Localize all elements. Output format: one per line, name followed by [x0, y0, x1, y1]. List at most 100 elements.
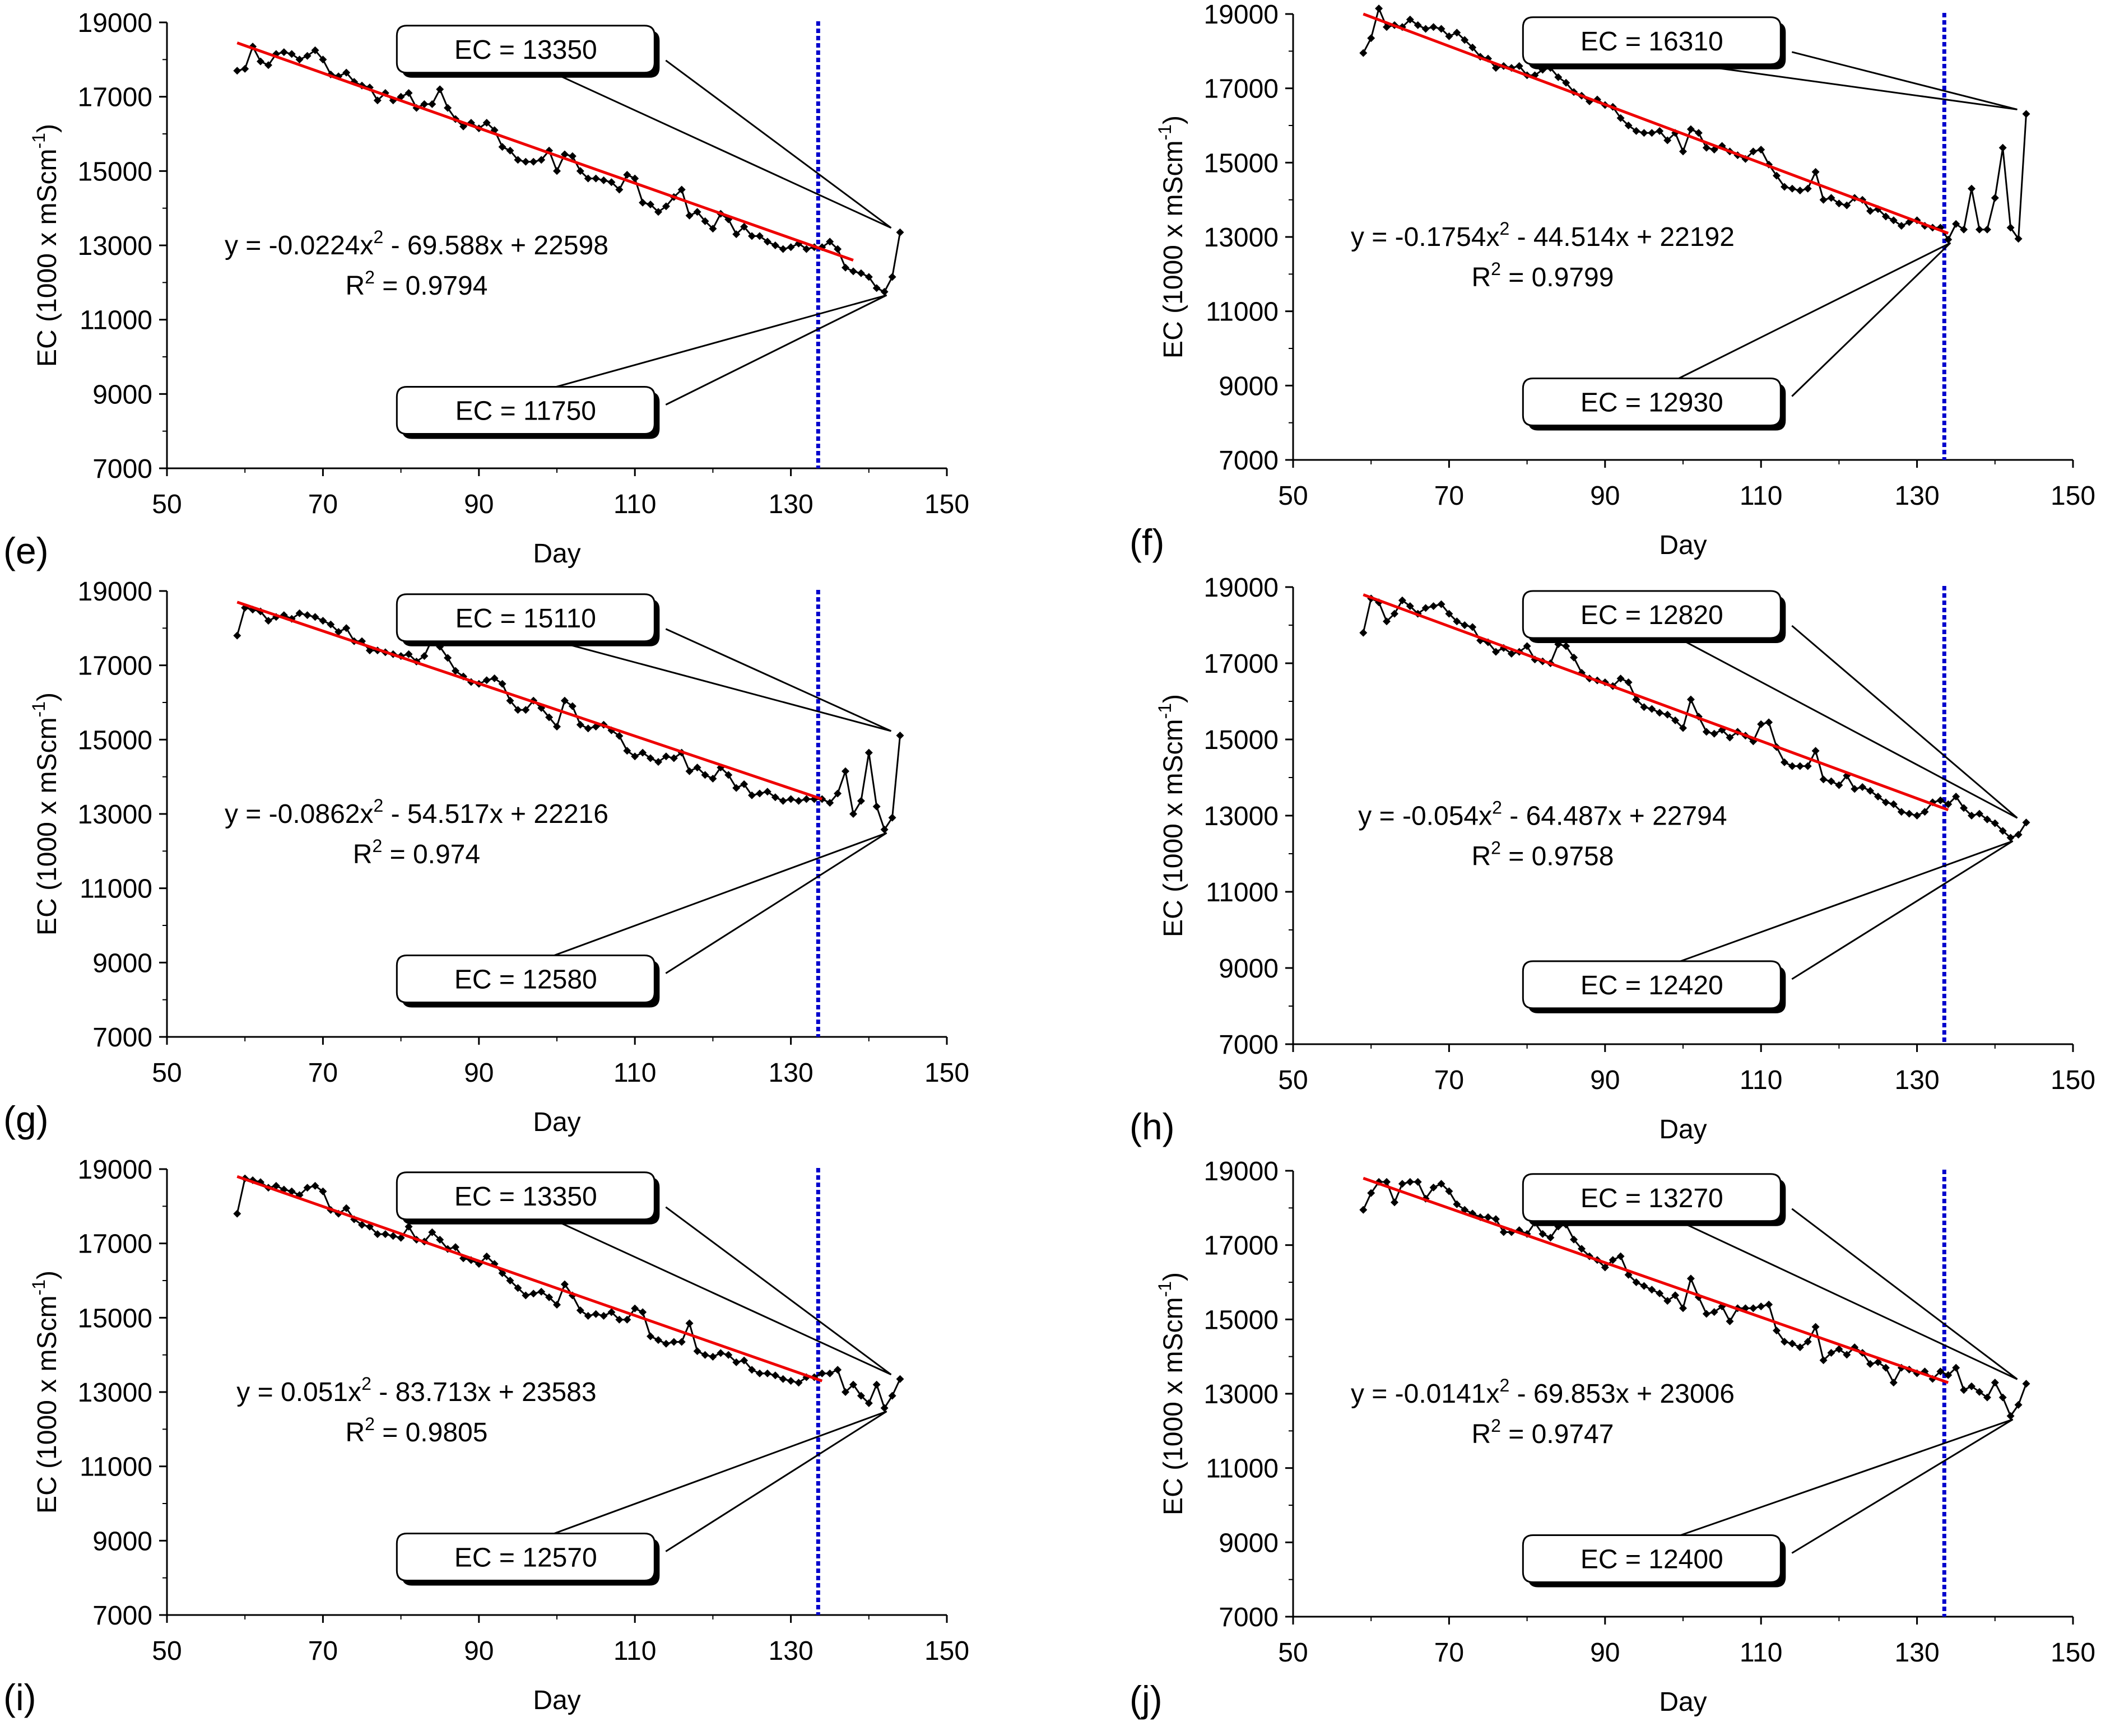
data-point [662, 1339, 670, 1348]
chart-panel: 7000 9000 11000 13000 15000 17000 19000 50 70 90 1… [1129, 1157, 2095, 1720]
data-point [545, 1293, 554, 1301]
data-point [1453, 617, 1461, 626]
top-callout-pointer [547, 628, 892, 732]
top-callout-box [396, 1171, 656, 1221]
x-tick-label: 90 [464, 1636, 494, 1666]
y-axis-title: EC (1000 x mScm-1) [29, 1270, 62, 1514]
x-tick-label: 70 [308, 1636, 338, 1666]
data-point [280, 48, 288, 57]
data-point [1866, 207, 1875, 215]
data-point [1491, 648, 1500, 656]
data-point [1648, 705, 1656, 713]
data-point [1546, 1234, 1555, 1242]
y-axis-title-sup: -1 [1155, 124, 1175, 140]
y-axis-title-tail: ) [32, 692, 62, 701]
data-point [287, 1187, 296, 1195]
fit-equation-lead: y = -0.0141x [1351, 1379, 1500, 1409]
y-tick-label: 11000 [1206, 297, 1279, 327]
y-tick-label: 17000 [1204, 75, 1279, 104]
data-point [1499, 1228, 1508, 1236]
data-point [826, 1369, 834, 1377]
data-point [327, 620, 335, 629]
r-squared-sup: 2 [372, 836, 382, 856]
fit-equation-rest: - 83.713x + 23583 [371, 1377, 597, 1407]
data-point [1827, 1349, 1835, 1357]
top-callout-box [1522, 1173, 1782, 1222]
r-squared: R2 = 0.9805 [345, 1414, 487, 1448]
data-point [1391, 609, 1398, 618]
r-squared-value: = 0.9799 [1501, 263, 1614, 292]
x-tick-label: 50 [152, 490, 182, 519]
fit-equation-lead: y = -0.054x [1358, 801, 1492, 831]
data-point [654, 1336, 662, 1344]
y-tick-label: 9000 [92, 380, 152, 409]
data-point [452, 667, 459, 675]
data-point [779, 1375, 787, 1383]
data-point [287, 50, 296, 58]
x-tick-label: 70 [1434, 1638, 1464, 1668]
top-callout-pointer [1674, 51, 2018, 110]
data-point [584, 174, 592, 183]
y-axis-title-main: EC (1000 x mScm [32, 1296, 62, 1514]
y-axis-title-sup: -1 [29, 701, 49, 717]
x-tick-label: 150 [2051, 1065, 2095, 1095]
r-squared-value: = 0.9758 [1501, 841, 1614, 871]
r-squared-value: = 0.974 [382, 840, 480, 869]
data-point [1781, 183, 1788, 191]
data-point [709, 775, 717, 783]
data-point [1538, 1230, 1547, 1238]
bottom-callout-box [396, 955, 656, 1004]
data-point [1383, 617, 1391, 626]
data-point [2022, 818, 2030, 827]
data-point [1616, 1252, 1625, 1260]
data-point [514, 1284, 522, 1292]
data-point [303, 52, 312, 60]
data-point [303, 1184, 312, 1192]
data-point [1968, 812, 1976, 820]
r-squared-value: = 0.9747 [1501, 1419, 1614, 1449]
data-point [1976, 1388, 1983, 1396]
data-point [1445, 32, 1453, 40]
trend-fit-line [236, 601, 823, 800]
data-point [1414, 1177, 1422, 1186]
y-tick-label: 13000 [1204, 223, 1279, 253]
data-point [358, 1221, 366, 1229]
data-point [576, 167, 584, 175]
data-point [607, 178, 616, 187]
data-point [498, 143, 506, 151]
data-point [1944, 235, 1953, 244]
data-point [1749, 147, 1758, 156]
y-tick-label: 11000 [1206, 1454, 1279, 1484]
data-point [779, 245, 787, 253]
data-point [662, 202, 670, 211]
data-point [872, 284, 881, 292]
data-point [623, 171, 631, 179]
data-point [1773, 1327, 1781, 1335]
bottom-callout-pointer [1674, 1418, 2014, 1554]
fit-equation-lead: y = -0.0224x [225, 231, 374, 260]
bottom-callout-text: EC = 11750 [455, 397, 596, 426]
x-tick-label: 110 [1740, 1638, 1783, 1668]
data-point [654, 758, 662, 766]
data-point [1889, 216, 1898, 225]
data-point [631, 174, 639, 183]
fit-equation-sup: 2 [1499, 218, 1509, 239]
x-axis-title: Day [533, 1686, 580, 1715]
y-tick-label: 19000 [1204, 573, 1279, 603]
y-axis-title-main: EC (1000 x mScm [1159, 1297, 1188, 1515]
y-axis-title: EC (1000 x mScm-1) [29, 692, 62, 936]
data-point [1757, 720, 1765, 728]
r-squared: R2 = 0.974 [353, 836, 480, 869]
data-point [1437, 600, 1445, 608]
fit-equation-sup: 2 [373, 795, 383, 816]
y-tick-label: 19000 [78, 1155, 152, 1185]
r-squared: R2 = 0.9758 [1471, 837, 1614, 871]
data-point [1437, 1180, 1445, 1188]
data-point [584, 724, 592, 733]
y-tick-label: 19000 [78, 8, 152, 38]
data-point [2006, 224, 2015, 232]
data-point [295, 55, 304, 64]
bottom-callout-box [1522, 960, 1782, 1009]
data-point [842, 767, 849, 775]
data-point [1843, 201, 1851, 210]
